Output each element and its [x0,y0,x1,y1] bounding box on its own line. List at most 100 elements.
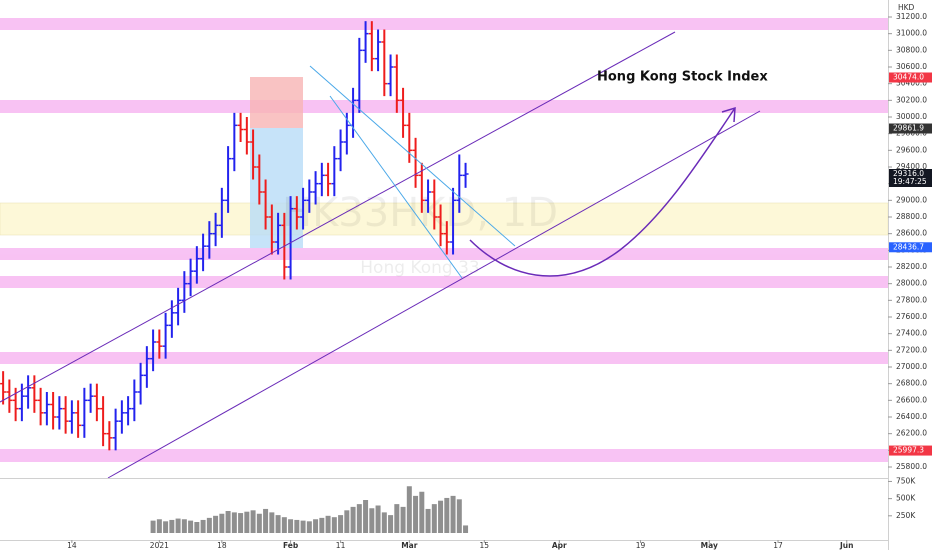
volume-bar [225,511,231,533]
bars [0,21,469,533]
volume-bar [256,513,262,533]
y-tick-label: 27000.0 [896,362,927,371]
y-tick-label: 27400.0 [896,329,927,338]
zone-yellow [0,202,889,236]
volume-bar [313,519,319,533]
price-tag [889,445,932,456]
y-tick-label: 30200.0 [896,95,927,104]
volume-bar [356,504,362,533]
channel-line [309,65,516,247]
x-tick-label: Mar [401,541,418,550]
x-tick-label: May [701,541,718,550]
currency: HKD [898,3,915,12]
volume-bar [281,517,287,533]
volume-bar [219,513,225,533]
volume-tick-label: 750K [896,476,916,485]
y-tick-label: 29000.0 [896,195,927,204]
stop-box [250,77,303,128]
volume-bar [375,505,381,533]
y-tick-label: 28000.0 [896,279,927,288]
y-tick-label: 30000.0 [896,112,927,121]
y-tick-label: 26200.0 [896,429,927,438]
x-tick-label: 11 [336,541,346,550]
volume-tick-label: 250K [896,511,916,520]
channel-line [329,95,463,279]
volume-bar [450,495,456,533]
volume-bar [325,515,331,533]
zone [0,18,888,30]
volume-bar [175,518,181,533]
zones [0,18,888,462]
volume-bar [150,520,156,533]
volume-bar [163,521,169,533]
y-tick-label: 27200.0 [896,345,927,354]
y-tick-label: 30800.0 [896,45,927,54]
volume-bar [181,519,187,533]
volume-bar [338,515,344,533]
y-tick-label: 28800.0 [896,212,927,221]
zone [0,276,888,288]
price-tag-label: 29861.9 [893,124,924,133]
watermark: HK33HKD, 1D [282,190,558,236]
volume-bar [331,517,337,533]
volume-bar [350,506,356,533]
volume-bar [381,512,387,533]
volume-bar [369,508,375,533]
y-tick-label: 26600.0 [896,395,927,404]
volume-bar [406,486,412,533]
volume-bar [363,500,369,533]
volume-bar [231,512,237,533]
x-tick-label: 17 [773,541,783,550]
volume-bar [194,522,200,533]
volume-bar [188,520,194,533]
y-tick-label: 31200.0 [896,12,927,21]
x-tick-label: Feb [283,541,299,550]
x-tick-label: 15 [480,541,490,550]
volume-bar [213,515,219,533]
price-tag [889,169,932,187]
zone [0,352,888,364]
y-tick-label: 27800.0 [896,295,927,304]
volume-bar [419,491,425,533]
volume-bar [250,510,256,533]
price-tag-label: 29316.0 [893,169,924,178]
x-tick-label: Jun [839,541,853,550]
x-tick-label: 18 [217,541,227,550]
y-tick-label: 26400.0 [896,412,927,421]
price-tag-label: 25997.3 [893,446,924,455]
volume-bar [431,504,437,533]
volume-bar [463,525,469,533]
volume-bar [294,519,300,533]
y-tick-label: 30400.0 [896,79,927,88]
trend-line [107,110,761,479]
price-tag [889,72,932,83]
x-tick-label: 19 [636,541,646,550]
volume-bar [438,500,444,533]
volume-bar [319,517,325,533]
volume-bar [288,519,294,533]
volume-bar [394,504,400,533]
volume-bar [306,521,312,533]
volume-tick-label: 500K [896,494,916,503]
volume-bar [444,497,450,533]
volume-bar [269,512,275,533]
y-tick-label: 27600.0 [896,312,927,321]
x-tick-label: 2021 [150,541,169,550]
price-tag-label: 28436.7 [893,242,924,251]
volume-bar [238,513,244,533]
volume-bar [275,515,281,533]
volume-bar [413,495,419,533]
y-tick-label: 28600.0 [896,229,927,238]
volume-bar [263,508,269,533]
annotation: Hong Kong Stock Index [597,70,768,85]
price-tag [889,242,932,253]
volume-bar [425,508,431,533]
volume-bar [156,519,162,533]
arrow-head [721,106,736,123]
volume-bar [400,506,406,533]
zone [0,449,888,462]
drawings [0,31,761,479]
volume-bar [244,511,250,533]
trend-line [0,31,676,403]
